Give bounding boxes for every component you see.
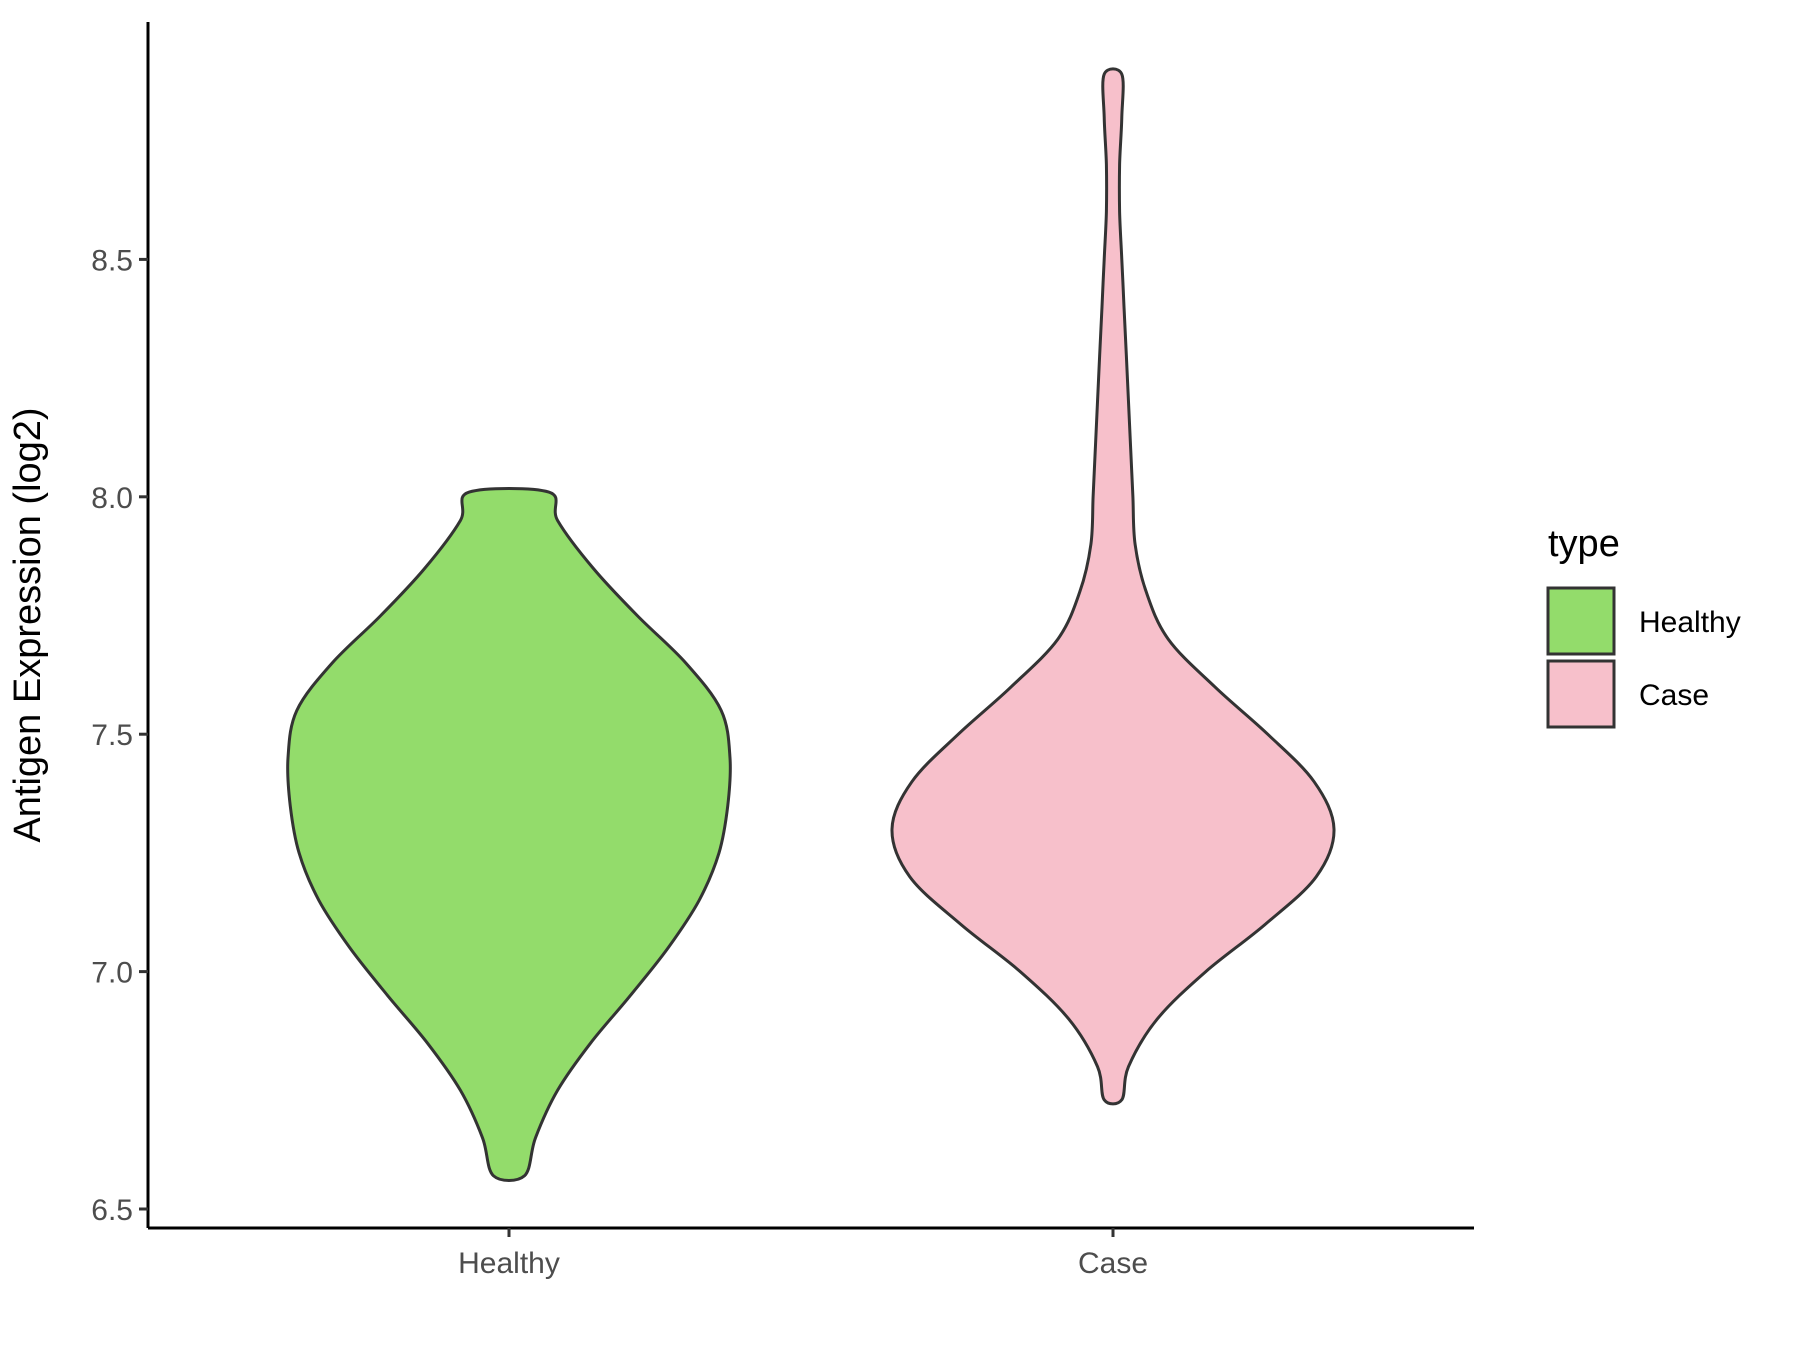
violin-healthy [286,487,732,1183]
legend-key-healthy [1546,586,1616,656]
y-axis-title: Antigen Expression (log2) [7,407,49,842]
y-tick-label: 8.0 [91,482,133,515]
legend-label: Healthy [1639,606,1741,639]
violins [286,67,1336,1183]
x-axis: Healthy Case [148,1226,1474,1280]
y-tick-label: 7.0 [91,957,133,990]
y-tick-label: 7.5 [91,719,133,752]
y-tick-label: 6.5 [91,1194,133,1227]
y-tick-label: 8.5 [91,244,133,277]
legend: type Healthy Case [1546,523,1741,729]
y-axis: 6.5 7.0 7.5 8.0 8.5 [91,22,150,1228]
legend-label: Case [1639,679,1709,712]
legend-title: type [1548,523,1620,565]
x-tick-label: Case [1078,1247,1148,1280]
legend-key-case [1546,659,1616,729]
x-tick-label: Healthy [458,1247,560,1280]
violin-case [890,67,1336,1106]
